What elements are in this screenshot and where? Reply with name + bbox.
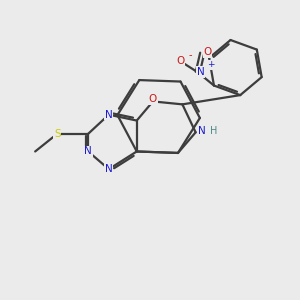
Text: +: +	[207, 60, 214, 69]
Text: N: N	[198, 126, 206, 136]
Text: -: -	[189, 50, 192, 60]
Text: O: O	[149, 94, 157, 104]
Text: O: O	[176, 56, 184, 65]
Text: N: N	[84, 146, 92, 157]
Text: H: H	[210, 126, 217, 136]
Text: O: O	[203, 47, 211, 57]
Text: N: N	[197, 67, 205, 77]
Text: N: N	[105, 164, 113, 174]
Text: S: S	[54, 129, 61, 139]
Text: N: N	[105, 110, 113, 120]
